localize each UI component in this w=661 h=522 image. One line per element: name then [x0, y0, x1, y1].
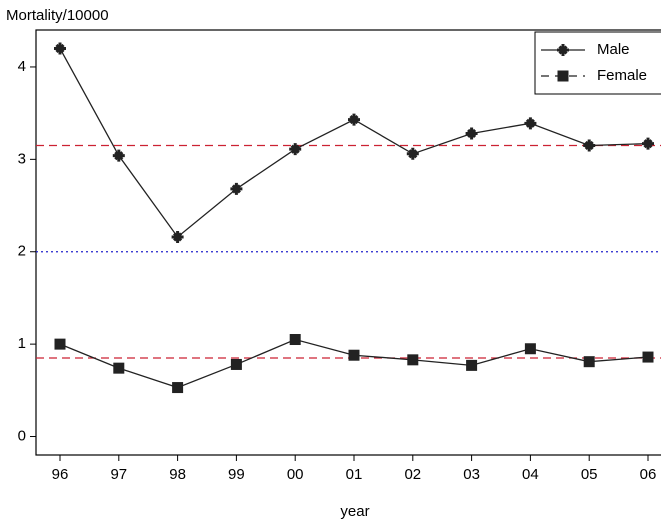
y-axis-label: Mortality/10000 [6, 7, 109, 24]
x-tick-label: 00 [287, 466, 304, 483]
marker [54, 42, 66, 55]
marker [583, 356, 595, 368]
marker [112, 149, 125, 162]
series-line [59, 338, 649, 389]
marker [557, 44, 569, 56]
marker [465, 127, 478, 140]
x-tick-label: 05 [581, 466, 598, 483]
x-tick-label: 01 [346, 466, 363, 483]
marker [348, 113, 360, 126]
x-tick-label: 06 [640, 466, 657, 483]
y-tick-label: 1 [18, 335, 26, 352]
marker [289, 143, 302, 156]
y-tick-label: 0 [18, 427, 26, 444]
legend-box [534, 31, 661, 95]
y-tick-label: 2 [18, 243, 26, 260]
x-tick-label: 02 [404, 466, 421, 483]
marker [230, 358, 242, 370]
marker [406, 147, 419, 160]
plot-frame [35, 29, 661, 456]
x-axis-label: year [340, 503, 369, 520]
legend-label: Female [597, 67, 647, 84]
marker [642, 137, 654, 150]
marker [289, 334, 301, 346]
x-tick-label: 99 [228, 466, 245, 483]
marker [524, 117, 537, 130]
marker [407, 354, 419, 366]
marker [466, 359, 478, 371]
marker [348, 349, 360, 361]
x-tick-label: 03 [463, 466, 480, 483]
x-tick-label: 97 [110, 466, 127, 483]
marker [583, 139, 596, 152]
marker [113, 362, 125, 374]
marker [172, 382, 184, 394]
x-tick-label: 04 [522, 466, 539, 483]
y-tick-label: 3 [18, 150, 26, 167]
x-tick-label: 98 [169, 466, 186, 483]
y-tick-label: 4 [18, 58, 26, 75]
legend-label: Male [597, 41, 630, 58]
marker [230, 182, 243, 195]
x-tick-label: 96 [52, 466, 69, 483]
marker [524, 343, 536, 355]
marker [642, 351, 654, 363]
marker [557, 70, 569, 82]
marker [54, 338, 66, 350]
marker [171, 230, 184, 243]
